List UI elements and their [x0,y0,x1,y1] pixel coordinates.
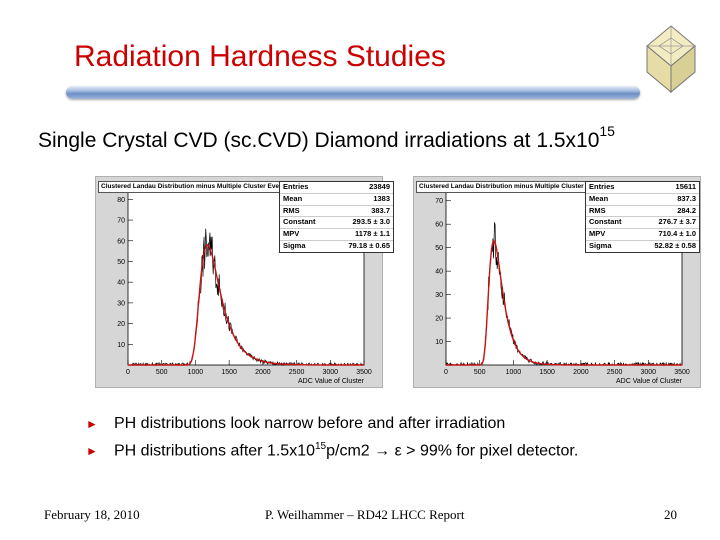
crystal-logo-icon [646,25,696,94]
subtitle-text: Single Crystal CVD (sc.CVD) Diamond irra… [38,129,600,152]
stats-row-sigma: Sigma 52.82 ± 0.58 [589,240,696,250]
stats-row-mpv: MPV 1178 ± 1.1 [280,229,393,241]
bullet-item: ► PH distributions look narrow before an… [86,415,578,441]
x-tick-label: 2500 [289,369,305,376]
stats-row-constant: Constant 276.7 ± 3.7 [586,217,699,230]
bullet-list: ► PH distributions look narrow before an… [86,415,578,467]
y-tick-label: 70 [117,218,125,225]
y-tick-label: 70 [435,198,443,205]
bullet-text: PH distributions after 1.5x1015p/cm2 → ε… [114,441,579,460]
triangle-bullet-icon: ► [86,417,98,431]
x-tick-label: 1000 [506,369,522,376]
y-tick-label: 40 [117,280,125,287]
y-tick-label: 50 [435,245,443,252]
y-tick-label: 50 [117,259,125,266]
stats-box: Entries 15611 Mean 837.3 RMS 284.2 Constant… [585,181,700,253]
bullet-text: PH distributions look narrow before and … [114,415,506,432]
histogram-after: 10 20 30 40 50 60 70 0 500 1000 1500 2000 2500 3000 35… [413,176,701,388]
y-tick-label: 60 [117,238,125,245]
y-tick-label: 10 [435,339,443,346]
x-tick-label: 2500 [607,369,623,376]
x-tick-label: 2000 [573,369,589,376]
stats-row-rms: RMS 383.7 [280,206,393,218]
landau-fit-curve [128,244,364,366]
y-tick-label: 30 [435,292,443,299]
x-tick-label: 3500 [356,369,372,376]
x-tick-label: 0 [444,369,448,376]
footer-title: P. Weilhammer – RD42 LHCC Report [265,507,465,522]
histogram-title: Clustered Landau Distribution minus Mult… [98,181,292,193]
x-tick-label: 0 [126,369,130,376]
stats-row-sigma: Sigma 79.18 ± 0.65 [283,240,390,250]
x-tick-label: 3500 [674,369,690,376]
x-tick-label: 500 [474,369,486,376]
triangle-bullet-icon: ► [86,444,98,459]
stats-row-entries: Entries 15611 [586,182,699,194]
histogram-title: Clustered Landau Distribution minus Mult… [416,181,610,193]
histogram-before: 10 20 30 40 50 60 70 80 0 500 1000 1500 2000 2500 3000… [95,176,394,388]
stats-row-rms: RMS 284.2 [586,206,699,218]
stats-row-mean: Mean 1383 [280,194,393,206]
landau-fit-curve [446,239,682,366]
y-tick-label: 10 [117,342,125,349]
x-tick-label: 500 [156,369,168,376]
slide-title: Radiation Hardness Studies [74,40,446,73]
x-tick-label: 3000 [640,369,656,376]
y-tick-label: 40 [435,269,443,276]
x-tick-label: 2000 [255,369,271,376]
y-tick-label: 30 [117,300,125,307]
y-tick-label: 20 [435,316,443,323]
y-tick-label: 20 [117,321,125,328]
bullet-item: ► PH distributions after 1.5x1015p/cm2 →… [86,441,578,467]
x-axis-label: ADC Value of Cluster [298,378,365,385]
stats-box: Entries 23849 Mean 1383 RMS 383.7 Constant 2… [279,181,394,253]
stats-row-entries: Entries 23849 [280,182,393,194]
y-tick-label: 80 [117,197,125,204]
footer-date: February 18, 2010 [44,507,140,522]
x-tick-label: 1500 [539,369,555,376]
x-tick-label: 1000 [188,369,204,376]
subtitle-exponent: 15 [599,123,615,139]
x-tick-label: 3000 [322,369,338,376]
stats-row-mean: Mean 837.3 [586,194,699,206]
page-number: 20 [664,507,677,522]
stats-row-mpv: MPV 710.4 ± 1.0 [586,229,699,241]
title-underline-bar [66,86,640,99]
y-tick-label: 60 [435,222,443,229]
x-axis-label: ADC Value of Cluster [616,378,683,385]
slide-subtitle: Single Crystal CVD (sc.CVD) Diamond irra… [38,123,615,153]
x-tick-label: 1500 [221,369,237,376]
stats-row-constant: Constant 293.5 ± 3.0 [280,217,393,230]
